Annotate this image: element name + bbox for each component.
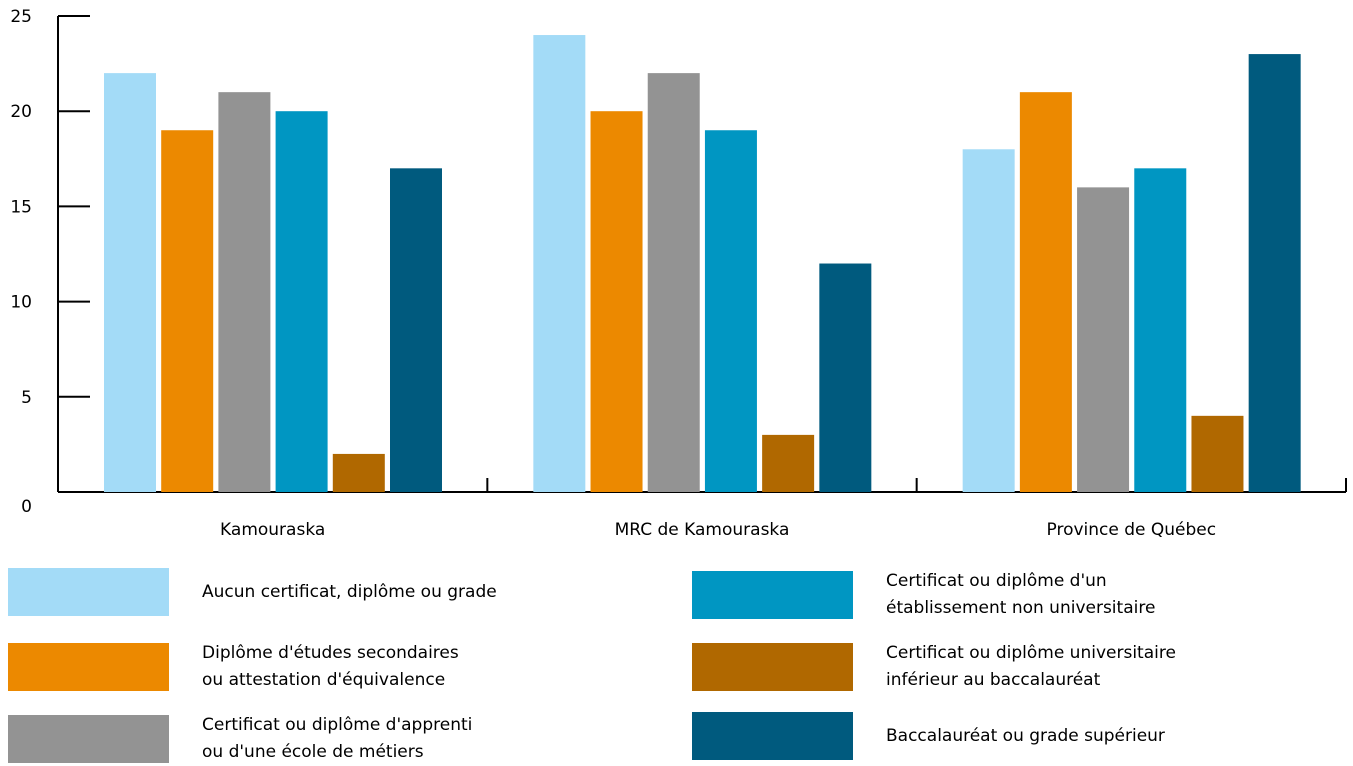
bar: [275, 111, 328, 492]
bar: [390, 168, 442, 492]
bar: [1248, 54, 1301, 493]
legend-swatch: [692, 712, 853, 760]
legend-item: Certificat ou diplôme d'apprenti ou d'un…: [8, 712, 472, 766]
legend-label: Certificat ou diplôme d'un établissement…: [886, 571, 1156, 618]
legend-swatch: [8, 715, 169, 763]
legend-label: Baccalauréat ou grade supérieur: [886, 725, 1165, 746]
bar: [104, 73, 156, 493]
legend-item: Certificat ou diplôme d'un établissement…: [692, 568, 1155, 622]
bar: [704, 130, 757, 493]
legend-item: Diplôme d'études secondaires ou attestat…: [8, 640, 459, 694]
bar: [161, 130, 214, 493]
legend-swatch: [8, 568, 169, 616]
legend-swatch: [692, 643, 853, 691]
x-category-label: Kamouraska: [220, 520, 325, 540]
bar: [819, 263, 872, 492]
bar-chart: 0 5 10 15 20 25 Kamouraska MRC de Kamouraska Pro…: [10, 7, 1347, 540]
y-tick-label: 20: [10, 102, 32, 122]
legend-item: Certificat ou diplôme universitaire infé…: [692, 640, 1176, 694]
bar: [533, 35, 586, 492]
bar: [762, 434, 815, 492]
bar: [218, 92, 271, 492]
legend-item: Baccalauréat ou grade supérieur: [692, 712, 1165, 760]
bar: [962, 149, 1015, 492]
chart-legend: Aucun certificat, diplôme ou grade Diplôm…: [0, 560, 1353, 763]
y-tick-label: 5: [21, 388, 32, 408]
bar: [1019, 92, 1072, 492]
x-category-label: Province de Québec: [1047, 520, 1217, 540]
legend-swatch: [8, 643, 169, 691]
bar: [1191, 415, 1244, 492]
x-category-label: MRC de Kamouraska: [615, 520, 790, 540]
bar: [1134, 168, 1187, 492]
legend-label: Certificat ou diplôme d'apprenti ou d'un…: [202, 715, 473, 762]
bar: [332, 453, 385, 492]
bar: [647, 73, 700, 493]
y-tick-label: 15: [10, 197, 32, 217]
bar: [590, 111, 643, 492]
legend-label: Aucun certificat, diplôme ou grade: [202, 581, 497, 602]
legend-item: Aucun certificat, diplôme ou grade: [8, 568, 497, 616]
bar: [1077, 187, 1130, 493]
legend-label: Certificat ou diplôme universitaire infé…: [886, 643, 1176, 690]
legend-swatch: [692, 571, 853, 619]
y-tick-label: 25: [10, 7, 32, 27]
legend-label: Diplôme d'études secondaires ou attestat…: [202, 643, 459, 690]
y-tick-label: 0: [21, 497, 32, 517]
y-tick-label: 10: [10, 293, 32, 313]
